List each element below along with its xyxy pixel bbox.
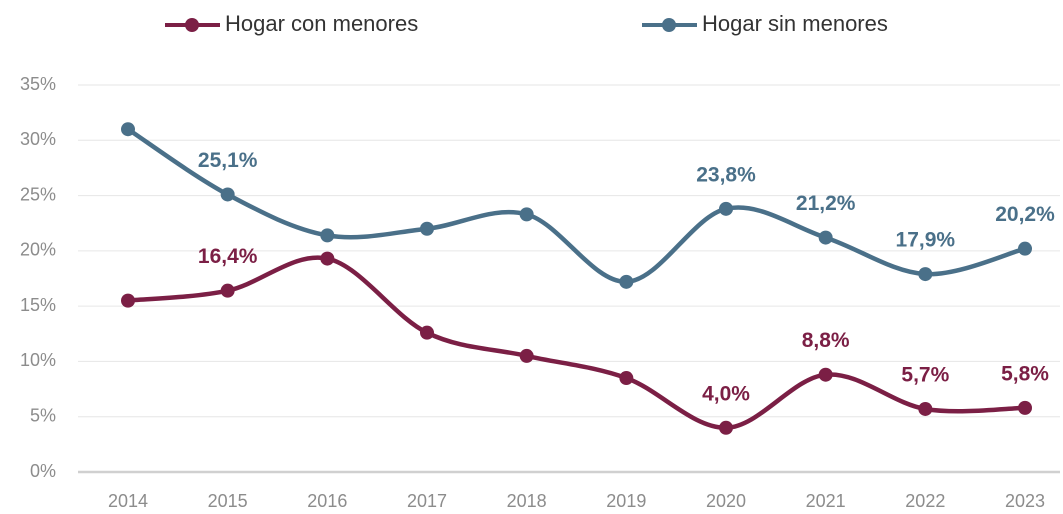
data-label: 8,8% xyxy=(802,329,850,352)
x-tick-label: 2014 xyxy=(108,491,148,511)
series-line xyxy=(127,255,1026,431)
y-tick-label: 10% xyxy=(20,350,56,370)
data-point xyxy=(619,274,634,289)
legend-label: Hogar sin menores xyxy=(702,11,888,36)
data-label: 5,7% xyxy=(901,364,949,387)
x-tick-label: 2020 xyxy=(706,491,746,511)
data-point xyxy=(220,283,235,298)
data-label: 17,9% xyxy=(896,229,956,252)
data-label: 23,8% xyxy=(696,163,756,186)
data-point xyxy=(918,267,933,282)
data-point xyxy=(1018,400,1032,415)
data-point xyxy=(918,401,933,416)
data-point xyxy=(619,371,634,386)
data-label: 16,4% xyxy=(198,245,258,268)
data-point xyxy=(1018,241,1032,256)
data-point xyxy=(519,207,534,222)
y-tick-label: 25% xyxy=(20,184,56,204)
legend-marker xyxy=(662,18,676,32)
data-point xyxy=(818,367,833,382)
data-label: 21,2% xyxy=(796,192,856,215)
data-label: 4,0% xyxy=(702,382,750,405)
data-point xyxy=(320,228,335,243)
data-point xyxy=(818,230,833,245)
data-point xyxy=(121,293,135,308)
x-tick-label: 2022 xyxy=(905,491,945,511)
data-label: 20,2% xyxy=(995,203,1055,226)
data-point xyxy=(719,420,733,435)
y-tick-label: 0% xyxy=(30,461,56,481)
x-tick-label: 2019 xyxy=(606,491,646,511)
data-label: 25,1% xyxy=(198,149,258,172)
x-tick-label: 2015 xyxy=(208,491,248,511)
x-tick-label: 2023 xyxy=(1005,491,1045,511)
legend-label: Hogar con menores xyxy=(225,11,418,36)
data-point xyxy=(220,187,235,202)
x-tick-label: 2021 xyxy=(806,491,846,511)
data-point xyxy=(320,251,335,266)
data-label: 5,8% xyxy=(1001,362,1049,385)
data-point xyxy=(420,221,434,236)
y-tick-label: 15% xyxy=(20,295,56,315)
y-tick-label: 20% xyxy=(20,240,56,260)
data-point xyxy=(420,325,434,340)
y-tick-label: 5% xyxy=(30,405,56,425)
legend-marker xyxy=(185,18,199,32)
data-point xyxy=(121,122,135,137)
data-point xyxy=(519,348,534,363)
y-tick-label: 30% xyxy=(20,129,56,149)
x-tick-label: 2018 xyxy=(507,491,547,511)
x-tick-label: 2017 xyxy=(407,491,447,511)
x-tick-label: 2016 xyxy=(307,491,347,511)
y-tick-label: 35% xyxy=(20,74,56,94)
series-line xyxy=(126,127,1026,285)
data-point xyxy=(719,201,733,216)
